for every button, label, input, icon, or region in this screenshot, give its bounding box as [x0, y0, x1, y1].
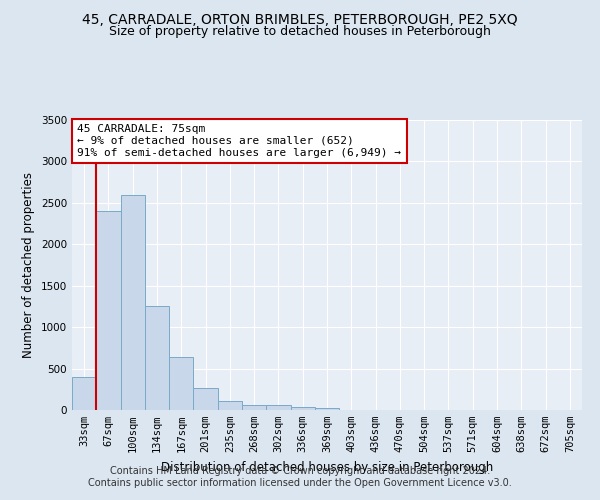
- Bar: [72, 377, 96, 410]
- Bar: [121, 194, 145, 410]
- Bar: [242, 404, 266, 410]
- Text: Size of property relative to detached houses in Peterborough: Size of property relative to detached ho…: [109, 25, 491, 38]
- Y-axis label: Number of detached properties: Number of detached properties: [22, 172, 35, 358]
- Bar: [266, 406, 290, 410]
- Bar: [96, 211, 121, 410]
- Bar: [169, 357, 193, 410]
- Bar: [218, 401, 242, 410]
- Bar: [315, 408, 339, 410]
- Text: 45 CARRADALE: 75sqm
← 9% of detached houses are smaller (652)
91% of semi-detach: 45 CARRADALE: 75sqm ← 9% of detached hou…: [77, 124, 401, 158]
- Bar: [193, 388, 218, 410]
- Text: Contains HM Land Registry data © Crown copyright and database right 2024.
Contai: Contains HM Land Registry data © Crown c…: [88, 466, 512, 487]
- Text: 45, CARRADALE, ORTON BRIMBLES, PETERBOROUGH, PE2 5XQ: 45, CARRADALE, ORTON BRIMBLES, PETERBORO…: [82, 12, 518, 26]
- X-axis label: Distribution of detached houses by size in Peterborough: Distribution of detached houses by size …: [161, 460, 493, 473]
- Bar: [290, 406, 315, 410]
- Bar: [145, 306, 169, 410]
